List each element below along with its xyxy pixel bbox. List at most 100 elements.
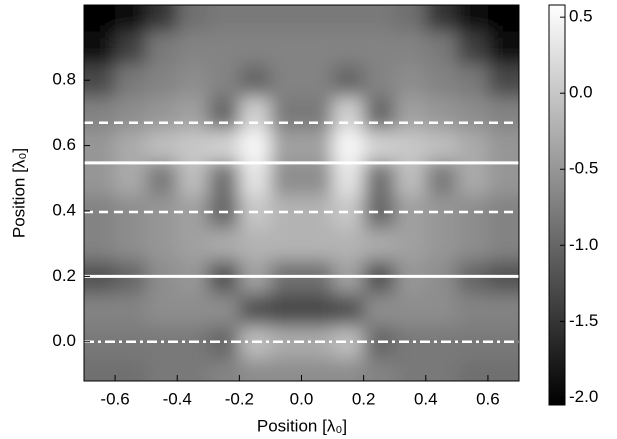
heat-cell: [115, 292, 147, 326]
heat-cell: [84, 161, 116, 196]
heat-cell: [115, 227, 147, 261]
heat-cell: [456, 161, 489, 196]
heat-cell: [301, 227, 334, 261]
overlay: [84, 79, 519, 381]
heat-cell: [363, 96, 396, 130]
y-tick-label: 0.6: [52, 135, 76, 154]
heat-cell: [487, 129, 519, 163]
heat-cell: [487, 227, 519, 261]
heat-cell: [425, 5, 458, 32]
heat-cell: [425, 358, 458, 381]
heat-cell: [208, 129, 240, 163]
heat-cell: [177, 63, 209, 98]
heat-cell: [425, 63, 458, 98]
heat-cell: [487, 161, 519, 196]
x-tick-label: -0.2: [225, 389, 254, 408]
heat-cell: [363, 129, 396, 163]
heat-cell: [146, 5, 178, 32]
x-axis-label: Position [λ₀]: [257, 416, 347, 435]
heat-cell: [363, 292, 396, 326]
colorbar-tick-label: -2.0: [569, 387, 598, 406]
x-tick-label: 0.6: [476, 389, 500, 408]
heat-cell: [425, 31, 458, 65]
heat-cell: [84, 227, 116, 261]
heat-cell: [487, 96, 519, 130]
colorbar-tick-label: -1.5: [569, 311, 598, 330]
heat-cell: [146, 227, 178, 261]
heat-cell: [239, 96, 271, 130]
heat-cell: [487, 358, 519, 381]
y-axis-label: Position [λ₀]: [9, 148, 28, 238]
heat-cell: [301, 63, 334, 98]
heat-cell: [270, 63, 302, 98]
heat-cell: [363, 227, 396, 261]
heat-cell: [394, 5, 427, 32]
x-tick-label: 0.2: [352, 389, 376, 408]
heat-cell: [177, 96, 209, 130]
heat-cell: [456, 31, 489, 65]
heat-cell: [270, 5, 302, 32]
heat-cell: [394, 31, 427, 65]
heat-cell: [239, 227, 271, 261]
heat-cell: [239, 161, 271, 196]
heat-cell: [301, 129, 334, 163]
heat-cell: [239, 5, 271, 32]
heat-cell: [146, 292, 178, 326]
heat-cell: [208, 227, 240, 261]
y-tick-label: 0.8: [52, 70, 76, 89]
heat-cell: [84, 292, 116, 326]
colorbar: [548, 4, 566, 406]
heat-cell: [270, 358, 302, 381]
heat-cell: [456, 227, 489, 261]
colorbar-tick-label: -0.5: [569, 159, 598, 178]
x-tick-label: 0.0: [290, 389, 314, 408]
heat-cell: [332, 5, 365, 32]
heat-cell: [394, 129, 427, 163]
heat-cell: [332, 161, 365, 196]
heat-cell: [146, 129, 178, 163]
heat-cell: [332, 227, 365, 261]
heat-cell: [177, 161, 209, 196]
heat-cell: [208, 161, 240, 196]
heat-cell: [146, 96, 178, 130]
heat-cell: [208, 31, 240, 65]
heat-cell: [115, 161, 147, 196]
heat-cell: [115, 5, 147, 32]
heat-cell: [239, 292, 271, 326]
heat-cell: [84, 358, 116, 381]
heat-cell: [239, 358, 271, 381]
heat-cell: [84, 96, 116, 130]
heat-cell: [301, 292, 334, 326]
heat-cell: [115, 96, 147, 130]
heat-cell: [487, 292, 519, 326]
heat-cell: [239, 31, 271, 65]
heat-cell: [456, 5, 489, 32]
x-tick-label: -0.4: [163, 389, 192, 408]
heat-cell: [270, 31, 302, 65]
x-tick-label: 0.4: [414, 389, 438, 408]
heat-cell: [270, 96, 302, 130]
heat-cell: [425, 96, 458, 130]
heat-cell: [394, 63, 427, 98]
colorbar-tick-label: 0.0: [569, 83, 593, 102]
x-tick-label: -0.6: [100, 389, 129, 408]
heat-cell: [177, 5, 209, 32]
heat-cell: [208, 358, 240, 381]
colorbar-tick-label: -1.0: [569, 235, 598, 254]
heat-cell: [177, 31, 209, 65]
y-tick-label: 0.2: [52, 266, 76, 285]
heat-cell: [301, 96, 334, 130]
heat-cell: [332, 31, 365, 65]
heat-cell: [301, 161, 334, 196]
heat-cell: [394, 96, 427, 130]
heat-cell: [425, 292, 458, 326]
heat-cell: [456, 358, 489, 381]
heat-cell: [363, 161, 396, 196]
heat-cell: [301, 5, 334, 32]
heat-cell: [394, 358, 427, 381]
heat-cell: [146, 161, 178, 196]
heat-cell: [425, 227, 458, 261]
y-tick-label: 0.0: [52, 331, 76, 350]
heat-cell: [487, 5, 519, 32]
